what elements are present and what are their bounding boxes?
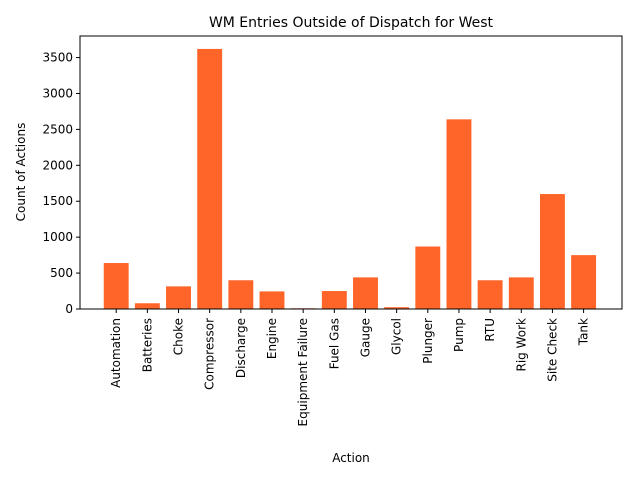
x-tick-label: RTU — [483, 318, 497, 342]
bar-engine — [259, 291, 285, 309]
bars-group — [103, 48, 597, 310]
x-tick-label: Gauge — [358, 318, 372, 357]
bar-glycol — [384, 307, 410, 309]
x-axis-ticks: Automation Batteries Choke Compressor Discha… — [109, 309, 591, 426]
bar-batteries — [134, 303, 160, 309]
bar-tank — [571, 255, 597, 309]
plot-frame — [79, 35, 623, 310]
x-tick-label: Pump — [452, 318, 466, 352]
bar-site-check — [539, 194, 565, 309]
x-tick-label: Rig Work — [514, 318, 528, 372]
bar-gauge — [353, 277, 378, 309]
x-tick-label: Glycol — [390, 318, 404, 355]
x-axis-label: Action — [332, 451, 370, 465]
y-tick-label: 2000 — [42, 158, 73, 172]
x-tick-label: Tank — [577, 318, 591, 346]
x-tick-label: Site Check — [545, 318, 559, 382]
x-tick-label: Plunger — [421, 318, 435, 364]
bar-compressor — [197, 48, 223, 310]
x-tick-label: Batteries — [140, 318, 154, 372]
y-tick-label: 1500 — [42, 194, 73, 208]
x-tick-label: Fuel Gas — [327, 318, 341, 369]
y-tick-label: 0 — [65, 302, 73, 316]
x-tick-label: Automation — [109, 318, 123, 388]
x-tick-label: Compressor — [203, 318, 217, 390]
bar-automation — [103, 263, 129, 309]
x-tick-label: Choke — [172, 318, 186, 355]
x-tick-label: Discharge — [234, 318, 248, 378]
bar-fuel-gas — [321, 291, 347, 309]
bar-choke — [166, 286, 191, 309]
y-tick-label: 500 — [50, 266, 73, 280]
y-tick-label: 3000 — [42, 86, 73, 100]
y-axis-ticks: 0 500 1000 1500 2000 2500 3000 3500 — [42, 51, 80, 316]
x-tick-label: Equipment Failure — [296, 318, 310, 426]
y-tick-label: 3500 — [42, 51, 73, 65]
bar-discharge — [228, 280, 254, 309]
chart-title: WM Entries Outside of Dispatch for West — [209, 15, 494, 31]
y-tick-label: 2500 — [42, 122, 73, 136]
y-axis-label: Count of Actions — [14, 123, 28, 222]
bar-plunger — [415, 246, 441, 309]
bar-pump — [446, 119, 472, 309]
x-tick-label: Engine — [265, 318, 279, 359]
plot-background — [80, 36, 622, 309]
bar-rig-work — [508, 277, 534, 309]
bar-rtu — [477, 280, 503, 309]
y-tick-label: 1000 — [42, 230, 73, 244]
